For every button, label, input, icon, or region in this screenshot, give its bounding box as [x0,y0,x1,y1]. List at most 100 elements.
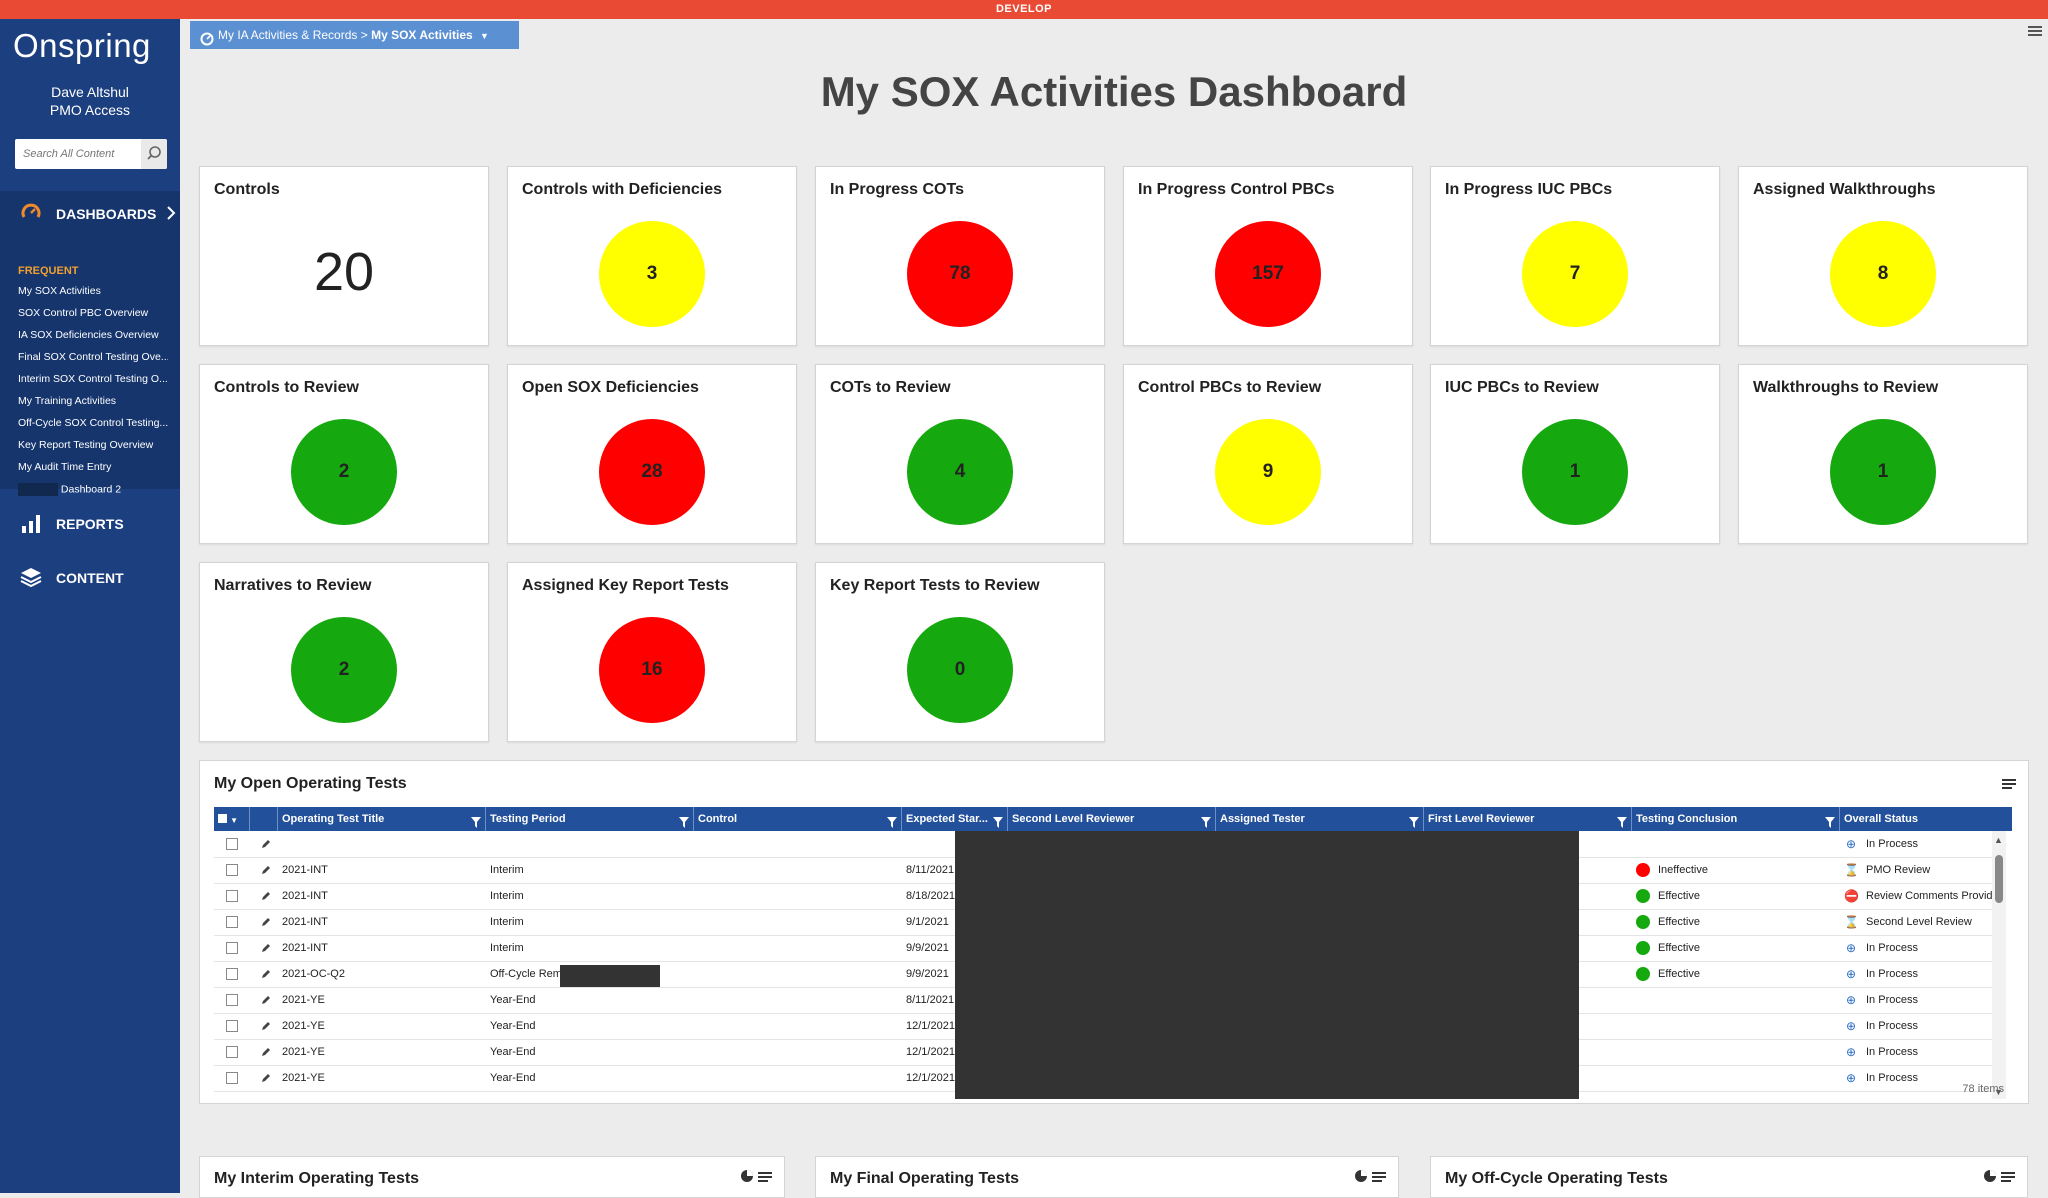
cell-control[interactable] [694,909,698,935]
cell-control[interactable] [694,831,698,857]
column-header[interactable]: Overall Status [1840,807,2012,831]
filter-icon[interactable] [1201,813,1211,831]
cell-test-title[interactable]: 2021-INT [282,916,328,928]
frequent-item[interactable]: My Audit Time Entry [18,461,112,473]
column-header[interactable]: Control [694,807,902,831]
dashboard-card[interactable]: In Progress COTs 78 [815,166,1105,346]
filter-icon[interactable] [1409,813,1419,831]
cell-control[interactable] [694,987,698,1013]
row-checkbox[interactable] [214,935,250,961]
dashboard-card[interactable]: Assigned Key Report Tests 16 [507,562,797,742]
pie-chart-icon[interactable] [740,1170,754,1187]
edit-pencil-icon[interactable] [250,1013,278,1039]
pie-chart-icon[interactable] [1354,1170,1368,1187]
filter-icon[interactable] [887,813,897,831]
cell-test-title[interactable]: 2021-INT [282,890,328,902]
frequent-item[interactable]: My Training Activities [18,395,117,407]
filter-icon[interactable] [1825,813,1835,831]
edit-pencil-icon[interactable] [250,857,278,883]
row-checkbox[interactable] [214,909,250,935]
frequent-item[interactable]: IA SOX Deficiencies Overview [18,329,159,341]
edit-pencil-icon[interactable] [250,883,278,909]
column-header[interactable]: Testing Conclusion [1632,807,1840,831]
dashboard-card[interactable]: In Progress Control PBCs 157 [1123,166,1413,346]
cell-control[interactable] [694,857,698,883]
edit-pencil-icon[interactable] [250,831,278,857]
cell-control[interactable] [694,1013,698,1039]
dashboard-card[interactable]: Open SOX Deficiencies 28 [507,364,797,544]
column-header[interactable]: Expected Star... [902,807,1008,831]
panel-menu-icon[interactable] [758,1170,772,1187]
cell-test-title[interactable]: 2021-YE [282,994,325,1006]
frequent-item[interactable]: Interim SOX Control Testing O... [18,373,168,385]
edit-pencil-icon[interactable] [250,1039,278,1065]
cell-test-title[interactable]: 2021-OC-Q2 [282,968,345,980]
scroll-up-icon[interactable]: ▲ [1994,835,2003,845]
filter-icon[interactable] [471,813,481,831]
frequent-item[interactable]: My SOX Activities [18,285,101,297]
row-checkbox[interactable] [214,883,250,909]
cell-control[interactable] [694,1065,698,1091]
cell-test-title[interactable]: 2021-YE [282,1046,325,1058]
frequent-item[interactable]: Dashboard 2 [18,483,168,496]
cell-test-title[interactable] [278,831,282,857]
edit-pencil-icon[interactable] [250,935,278,961]
row-checkbox[interactable] [214,857,250,883]
nav-content[interactable]: CONTENT [0,555,180,601]
nav-dashboards[interactable]: DASHBOARDS [0,191,180,237]
pie-chart-icon[interactable] [1983,1170,1997,1187]
row-checkbox[interactable] [214,1039,250,1065]
dashboard-card[interactable]: IUC PBCs to Review 1 [1430,364,1720,544]
cell-test-title[interactable]: 2021-YE [282,1072,325,1084]
dashboard-card[interactable]: In Progress IUC PBCs 7 [1430,166,1720,346]
row-checkbox[interactable] [214,987,250,1013]
scroll-down-icon[interactable]: ▼ [1994,1087,2003,1097]
search-input[interactable] [15,139,145,169]
column-header[interactable]: Assigned Tester [1216,807,1424,831]
row-checkbox[interactable] [214,1013,250,1039]
cell-test-title[interactable]: 2021-YE [282,1020,325,1032]
edit-pencil-icon[interactable] [250,909,278,935]
app-logo[interactable]: Onspring [13,27,151,64]
menu-icon[interactable] [2028,24,2042,42]
column-header[interactable]: Operating Test Title [278,807,486,831]
edit-pencil-icon[interactable] [250,961,278,987]
frequent-item[interactable]: Final SOX Control Testing Ove... [18,351,168,363]
filter-icon[interactable] [679,813,689,831]
frequent-item[interactable]: Off-Cycle SOX Control Testing... [18,417,168,429]
breadcrumb-current[interactable]: My SOX Activities [371,28,473,42]
cell-control[interactable] [694,883,698,909]
dashboard-card[interactable]: Controls to Review 2 [199,364,489,544]
dashboard-card[interactable]: Assigned Walkthroughs 8 [1738,166,2028,346]
caret-down-icon[interactable]: ▼ [480,31,489,41]
breadcrumb-parent[interactable]: My IA Activities & Records [218,28,358,42]
column-header[interactable]: First Level Reviewer [1424,807,1632,831]
row-checkbox[interactable] [214,961,250,987]
dashboard-card[interactable]: Control PBCs to Review 9 [1123,364,1413,544]
column-header[interactable]: Testing Period [486,807,694,831]
panel-menu-icon[interactable] [2001,1170,2015,1187]
user-info[interactable]: Dave Altshul PMO Access [0,83,180,119]
frequent-item[interactable]: Key Report Testing Overview [18,439,154,451]
dashboard-card[interactable]: Controls 20 [199,166,489,346]
row-checkbox[interactable] [214,831,250,857]
panel-menu-icon[interactable] [2002,777,2016,795]
cell-control[interactable] [694,1039,698,1065]
dashboard-card[interactable]: COTs to Review 4 [815,364,1105,544]
select-all-checkbox[interactable]: ▼ [214,807,250,831]
cell-control[interactable] [694,961,698,987]
panel-menu-icon[interactable] [1372,1170,1386,1187]
filter-icon[interactable] [993,813,1003,831]
dashboard-card[interactable]: Narratives to Review 2 [199,562,489,742]
filter-icon[interactable] [1617,813,1627,831]
column-header[interactable]: Second Level Reviewer [1008,807,1216,831]
vertical-scrollbar[interactable]: ▲ ▼ [1992,831,2006,1099]
cell-control[interactable] [694,935,698,961]
dashboard-card[interactable]: Controls with Deficiencies 3 [507,166,797,346]
dashboard-card[interactable]: Key Report Tests to Review 0 [815,562,1105,742]
dashboard-card[interactable]: Walkthroughs to Review 1 [1738,364,2028,544]
edit-pencil-icon[interactable] [250,987,278,1013]
scrollbar-thumb[interactable] [1995,855,2003,903]
row-checkbox[interactable] [214,1065,250,1091]
cell-test-title[interactable]: 2021-INT [282,864,328,876]
